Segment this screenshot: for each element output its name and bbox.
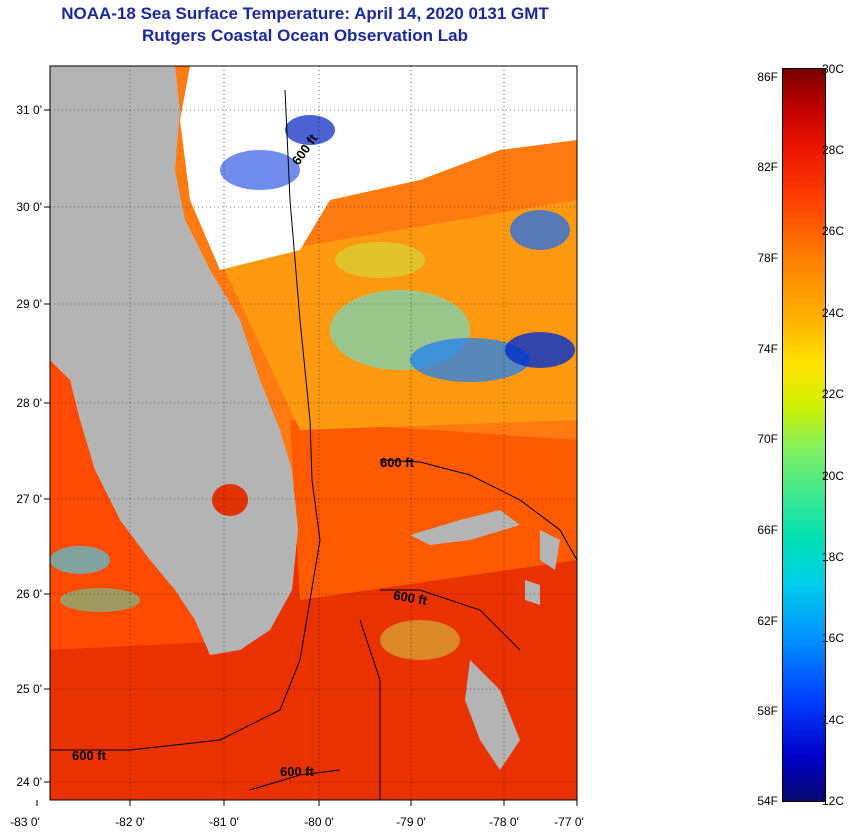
lon-label: -81 0': [209, 815, 239, 829]
cold-patch: [505, 332, 575, 368]
andros-island: [465, 660, 520, 770]
colorbar-c-label: 28C: [822, 143, 845, 157]
contour-label: 600 ft: [380, 455, 415, 470]
cloud-cover: [180, 66, 577, 270]
cool-streak: [50, 546, 110, 574]
lon-label: -78 0': [489, 815, 519, 829]
lake-okeechobee: [212, 484, 248, 516]
warm-water-band: [290, 420, 577, 600]
colorbar-f-label: 66F: [757, 523, 778, 537]
lon-label: -82 0': [115, 815, 145, 829]
contour-label: 600 ft: [280, 764, 315, 779]
depth-contour-line: [249, 769, 341, 791]
cold-cloud-edge: [220, 150, 300, 190]
axis-ticks: [36, 109, 578, 806]
lat-label: 29 0': [16, 297, 42, 311]
cold-patch: [410, 338, 530, 382]
cool-streak: [60, 588, 140, 612]
depth-contour-line: [380, 589, 521, 651]
lon-label: -79 0': [396, 815, 426, 829]
abaco-island: [540, 530, 560, 570]
lon-label: -80 0': [304, 815, 334, 829]
colorbar-f-label: 78F: [757, 251, 778, 265]
depth-contour-line: [50, 89, 321, 751]
lat-label: 28 0': [16, 396, 42, 410]
colorbar-f-label: 82F: [757, 160, 778, 174]
lon-label: -83 0': [10, 815, 40, 829]
grand-bahama-island: [410, 510, 520, 545]
colorbar-c-label: 20C: [822, 469, 845, 483]
cool-streak: [380, 620, 460, 660]
depth-contour-line: [379, 459, 577, 561]
colorbar-f-label: 74F: [757, 342, 778, 356]
colorbar-c-label: 30C: [822, 62, 845, 76]
lat-label: 30 0': [16, 200, 42, 214]
cold-cloud-edge: [285, 115, 335, 145]
colorbar-c-label: 24C: [822, 306, 845, 320]
colorbar-c-label: 16C: [822, 631, 845, 645]
colorbar-f-label: 54F: [757, 794, 778, 808]
contour-label: 600 ft: [392, 587, 429, 608]
colorbar-c-label: 18C: [822, 550, 845, 564]
temperature-colorbar: [782, 68, 826, 802]
lat-label: 24 0': [16, 775, 42, 789]
colorbar-f-label: 58F: [757, 704, 778, 718]
colorbar-c-label: 26C: [822, 224, 845, 238]
cool-streak: [335, 242, 425, 278]
cold-patch: [510, 210, 570, 250]
bahama-cay: [525, 580, 540, 605]
lat-label: 26 0': [16, 587, 42, 601]
depth-contour-line: [359, 619, 381, 800]
colorbar-f-label: 62F: [757, 614, 778, 628]
colorbar-f-label: 70F: [757, 432, 778, 446]
colorbar-c-label: 22C: [822, 387, 845, 401]
lon-label: -77 0': [554, 815, 584, 829]
lat-label: 31 0': [16, 103, 42, 117]
colorbar-f-label: 86F: [757, 70, 778, 84]
lat-label: 25 0': [16, 682, 42, 696]
map-title: NOAA-18 Sea Surface Temperature: April 1…: [61, 4, 549, 23]
colorbar-c-label: 12C: [822, 794, 845, 808]
map-subtitle: Rutgers Coastal Ocean Observation Lab: [142, 26, 468, 45]
plot-frame: [49, 65, 578, 801]
colorbar-c-label: 14C: [822, 713, 845, 727]
contour-label: 600 ft: [72, 748, 107, 763]
lat-label: 27 0': [16, 492, 42, 506]
